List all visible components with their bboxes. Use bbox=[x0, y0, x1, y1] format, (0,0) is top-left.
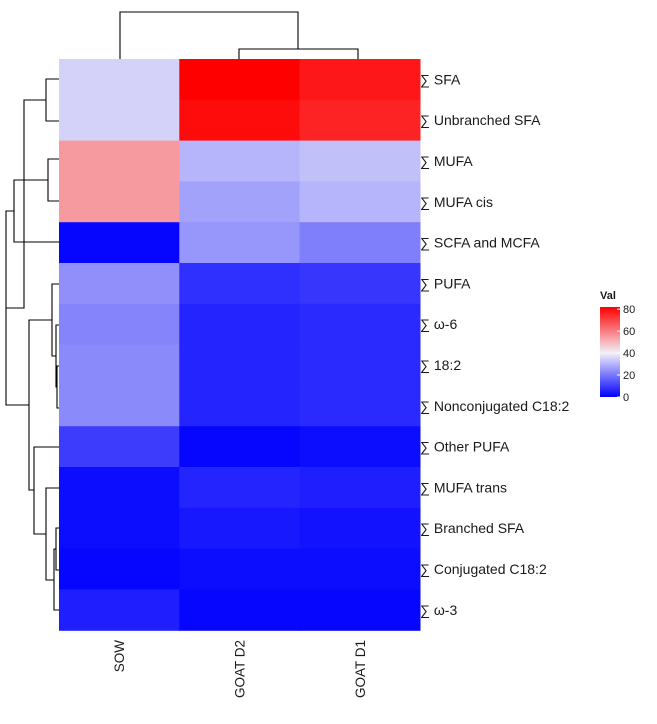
heatmap-cell bbox=[179, 548, 301, 590]
legend-tick-label: 40 bbox=[623, 348, 635, 360]
row-label: ∑ MUFA bbox=[420, 153, 473, 169]
column-dendrogram bbox=[119, 11, 359, 59]
heatmap-cell bbox=[299, 507, 421, 550]
heatmap-cell bbox=[299, 222, 421, 264]
row-label: ∑ ω-3 bbox=[420, 602, 457, 618]
heatmap-cell bbox=[59, 548, 180, 590]
heatmap-cell bbox=[59, 181, 180, 223]
heatmap-cell bbox=[59, 426, 180, 468]
row-dendro-mufa-pair bbox=[47, 158, 59, 202]
row-label: ∑ PUFA bbox=[420, 275, 471, 291]
legend-tick-label: 0 bbox=[623, 392, 629, 404]
heatmap-cell bbox=[299, 344, 421, 386]
legend-title: Val bbox=[600, 290, 616, 302]
heatmap-cell bbox=[59, 589, 180, 631]
heatmap-cell bbox=[179, 385, 301, 427]
column-labels: SOW GOAT D2 GOAT D1 bbox=[112, 640, 368, 698]
heatmap-cell bbox=[299, 181, 421, 223]
row-label: ∑ SFA bbox=[420, 71, 461, 87]
row-labels: ∑ SFA ∑ Unbranched SFA ∑ MUFA ∑ MUFA cis ∑ S… bbox=[420, 71, 570, 617]
row-label: ∑ ω-6 bbox=[420, 316, 457, 332]
heatmap-cell bbox=[299, 99, 421, 142]
col-dendro-merge-root bbox=[119, 11, 299, 59]
column-label: GOAT D2 bbox=[233, 640, 248, 698]
heatmap-cell bbox=[179, 303, 301, 346]
column-label: GOAT D1 bbox=[353, 640, 368, 698]
legend-ticks: 0 20 40 60 80 bbox=[617, 304, 635, 404]
heatmap-cell bbox=[59, 507, 180, 550]
heatmap-cell bbox=[59, 222, 180, 264]
legend-color-bar bbox=[600, 307, 620, 397]
heatmap-cell bbox=[299, 385, 421, 427]
row-label: ∑ MUFA cis bbox=[420, 194, 493, 210]
color-legend: Val 0 20 40 60 80 bbox=[600, 290, 635, 404]
row-label: ∑ Other PUFA bbox=[420, 439, 510, 455]
heatmap-cell bbox=[179, 589, 301, 631]
row-dendro-low-group bbox=[28, 319, 52, 491]
heatmap-cell bbox=[179, 263, 301, 305]
heatmap-cell bbox=[179, 222, 301, 264]
row-label: ∑ Nonconjugated C18:2 bbox=[420, 398, 570, 414]
heatmap-cell bbox=[179, 181, 301, 223]
row-dendro-sfa-pair bbox=[45, 78, 59, 122]
legend-tick-label: 60 bbox=[623, 326, 635, 338]
heatmap-cell bbox=[59, 344, 180, 386]
legend-tick-label: 80 bbox=[623, 304, 635, 316]
row-dendro-18-2-pair bbox=[56, 365, 59, 409]
heatmap-cell bbox=[179, 344, 301, 386]
heatmap-cell bbox=[59, 467, 180, 509]
row-dendro-branched-conj bbox=[55, 527, 59, 571]
row-label: ∑ Conjugated C18:2 bbox=[420, 561, 547, 577]
row-label: ∑ MUFA trans bbox=[420, 479, 507, 495]
heatmap-cell bbox=[59, 59, 180, 101]
heatmap-cell bbox=[179, 140, 301, 182]
heatmap-cell bbox=[299, 303, 421, 346]
heatmap-cell bbox=[59, 303, 180, 346]
heatmap-cell bbox=[299, 548, 421, 590]
legend-tick-label: 20 bbox=[623, 370, 635, 382]
row-label: ∑ SCFA and MCFA bbox=[420, 235, 540, 251]
row-label: ∑ Branched SFA bbox=[420, 520, 525, 536]
heatmap-cell bbox=[179, 467, 301, 509]
heatmap-cell bbox=[299, 467, 421, 509]
heatmap-cell bbox=[59, 99, 180, 142]
row-dendro-top-root bbox=[6, 99, 46, 309]
heatmap-cell bbox=[179, 59, 301, 101]
row-label: ∑ 18:2 bbox=[420, 357, 461, 373]
heatmap-cell bbox=[299, 140, 421, 182]
heatmap-cells bbox=[59, 59, 421, 631]
heatmap-cell bbox=[299, 263, 421, 305]
heatmap-cell bbox=[179, 426, 301, 468]
row-dendro-mufa-trans bbox=[45, 487, 59, 581]
row-label: ∑ Unbranched SFA bbox=[420, 112, 541, 128]
row-dendro-mufa-scfa bbox=[13, 179, 59, 243]
heatmap-cell bbox=[299, 426, 421, 468]
heatmap-cell bbox=[59, 385, 180, 427]
heatmap-cell bbox=[59, 140, 180, 182]
heatmap-cell bbox=[59, 263, 180, 305]
col-dendro-merge-d2-d1 bbox=[238, 48, 359, 59]
heatmap-cell bbox=[299, 589, 421, 631]
heatmap-cell bbox=[179, 507, 301, 550]
row-dendrogram bbox=[5, 78, 59, 611]
heatmap-cell bbox=[179, 99, 301, 142]
column-label: SOW bbox=[112, 640, 127, 673]
heatmap-cell bbox=[299, 59, 421, 101]
